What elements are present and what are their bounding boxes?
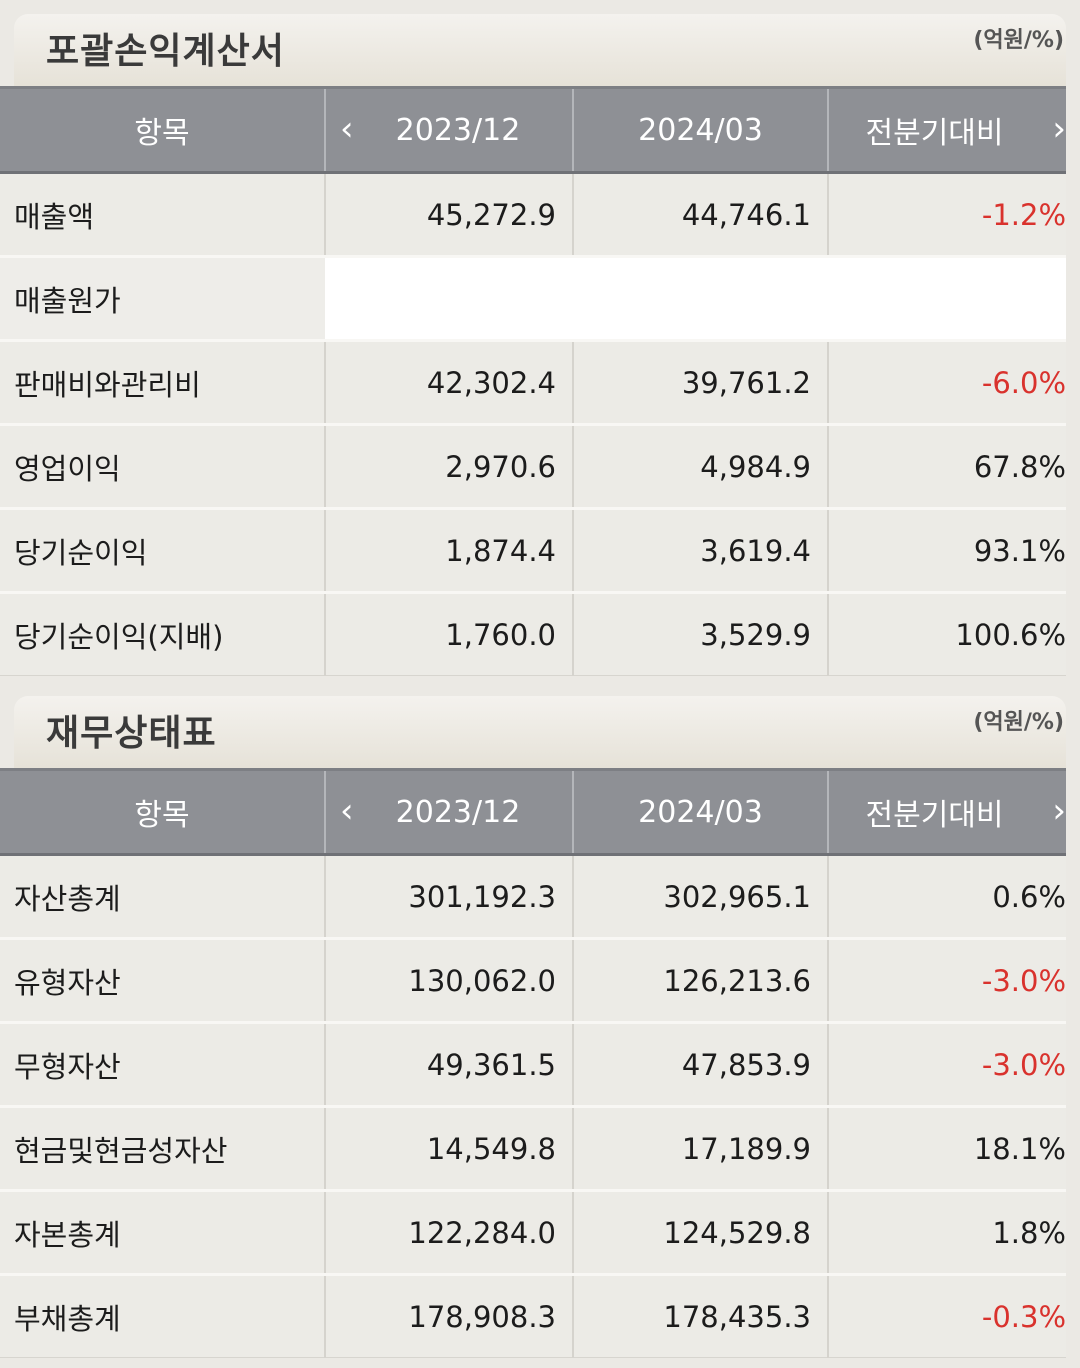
value-period-2: 44,746.1	[572, 171, 828, 257]
value-change: 1.8%	[827, 1189, 1066, 1275]
value-change: 93.1%	[827, 507, 1066, 593]
chevron-right-icon[interactable]: ›	[1052, 791, 1066, 832]
row-label: 당기순이익(지배)	[0, 591, 325, 676]
row-label: 매출원가	[0, 255, 325, 341]
value-period-1: 2,970.6	[324, 423, 573, 509]
value-period-1: 42,302.4	[324, 339, 573, 425]
row-label: 당기순이익	[0, 507, 325, 593]
value-period-1: 178,908.3	[324, 1273, 573, 1358]
balance-sheet-header: 재무상태표 (억원/%)	[14, 696, 1066, 768]
unit-label: (억원/%)	[973, 710, 1064, 735]
chevron-right-icon[interactable]: ›	[1052, 109, 1066, 150]
value-change: 18.1%	[827, 1105, 1066, 1191]
balance-sheet-table: 항목 ‹ 2023/12 2024/03 전분기대비 › 자산총계 301,19…	[0, 768, 1066, 1358]
value-change: -3.0%	[827, 937, 1066, 1023]
row-label: 매출액	[0, 171, 325, 257]
header-period-2: 2024/03	[572, 768, 828, 856]
header-period-1: ‹ 2023/12	[324, 86, 573, 174]
value-change: 67.8%	[827, 423, 1066, 509]
table-row: 매출원가	[0, 255, 1066, 341]
value-period-1: 1,874.4	[324, 507, 573, 593]
table-header-row: 항목 ‹ 2023/12 2024/03 전분기대비 ›	[0, 86, 1066, 174]
value-period-1: 14,549.8	[324, 1105, 573, 1191]
table-row: 현금및현금성자산 14,549.8 17,189.9 18.1%	[0, 1105, 1066, 1191]
value-period-2: 126,213.6	[572, 937, 828, 1023]
value-change: -3.0%	[827, 1021, 1066, 1107]
section-title: 재무상태표	[46, 713, 217, 754]
value-period-2: 124,529.8	[572, 1189, 828, 1275]
table-row: 당기순이익(지배) 1,760.0 3,529.9 100.6%	[0, 591, 1066, 676]
value-period-2: 178,435.3	[572, 1273, 828, 1358]
value-change: -1.2%	[827, 171, 1066, 257]
row-label: 영업이익	[0, 423, 325, 509]
income-statement-header: 포괄손익계산서 (억원/%)	[14, 14, 1066, 86]
table-row: 무형자산 49,361.5 47,853.9 -3.0%	[0, 1021, 1066, 1107]
value-period-1: 49,361.5	[324, 1021, 573, 1107]
row-label: 유형자산	[0, 937, 325, 1023]
value-period-2: 17,189.9	[572, 1105, 828, 1191]
value-period-2: 4,984.9	[572, 423, 828, 509]
value-period-2: 39,761.2	[572, 339, 828, 425]
value-period-2: 3,529.9	[572, 591, 828, 676]
row-label: 자본총계	[0, 1189, 325, 1275]
chevron-left-icon[interactable]: ‹	[340, 109, 354, 150]
header-period-1: ‹ 2023/12	[324, 768, 573, 856]
table-row: 자산총계 301,192.3 302,965.1 0.6%	[0, 853, 1066, 939]
value-period-1: 1,760.0	[324, 591, 573, 676]
row-label: 무형자산	[0, 1021, 325, 1107]
table-row: 매출액 45,272.9 44,746.1 -1.2%	[0, 171, 1066, 257]
table-row: 영업이익 2,970.6 4,984.9 67.8%	[0, 423, 1066, 509]
header-period-2: 2024/03	[572, 86, 828, 174]
empty-values	[325, 255, 1066, 341]
table-row: 자본총계 122,284.0 124,529.8 1.8%	[0, 1189, 1066, 1275]
value-period-2: 47,853.9	[572, 1021, 828, 1107]
value-period-2: 3,619.4	[572, 507, 828, 593]
section-title: 포괄손익계산서	[46, 31, 285, 72]
value-change: -6.0%	[827, 339, 1066, 425]
header-change: 전분기대비 ›	[827, 768, 1066, 856]
header-item: 항목	[0, 768, 325, 856]
table-row: 유형자산 130,062.0 126,213.6 -3.0%	[0, 937, 1066, 1023]
row-label: 부채총계	[0, 1273, 325, 1358]
value-change: -0.3%	[827, 1273, 1066, 1358]
table-row: 부채총계 178,908.3 178,435.3 -0.3%	[0, 1273, 1066, 1358]
value-period-1: 301,192.3	[324, 853, 573, 939]
table-header-row: 항목 ‹ 2023/12 2024/03 전분기대비 ›	[0, 768, 1066, 856]
row-label: 현금및현금성자산	[0, 1105, 325, 1191]
value-period-2: 302,965.1	[572, 853, 828, 939]
income-statement-table: 항목 ‹ 2023/12 2024/03 전분기대비 › 매출액 45,272.…	[0, 86, 1066, 676]
row-label: 자산총계	[0, 853, 325, 939]
header-item: 항목	[0, 86, 325, 174]
value-change: 0.6%	[827, 853, 1066, 939]
table-row: 당기순이익 1,874.4 3,619.4 93.1%	[0, 507, 1066, 593]
unit-label: (억원/%)	[973, 28, 1064, 53]
header-change: 전분기대비 ›	[827, 86, 1066, 174]
row-label: 판매비와관리비	[0, 339, 325, 425]
value-period-1: 45,272.9	[324, 171, 573, 257]
value-period-1: 130,062.0	[324, 937, 573, 1023]
table-row: 판매비와관리비 42,302.4 39,761.2 -6.0%	[0, 339, 1066, 425]
chevron-left-icon[interactable]: ‹	[340, 791, 354, 832]
value-change: 100.6%	[827, 591, 1066, 676]
value-period-1: 122,284.0	[324, 1189, 573, 1275]
